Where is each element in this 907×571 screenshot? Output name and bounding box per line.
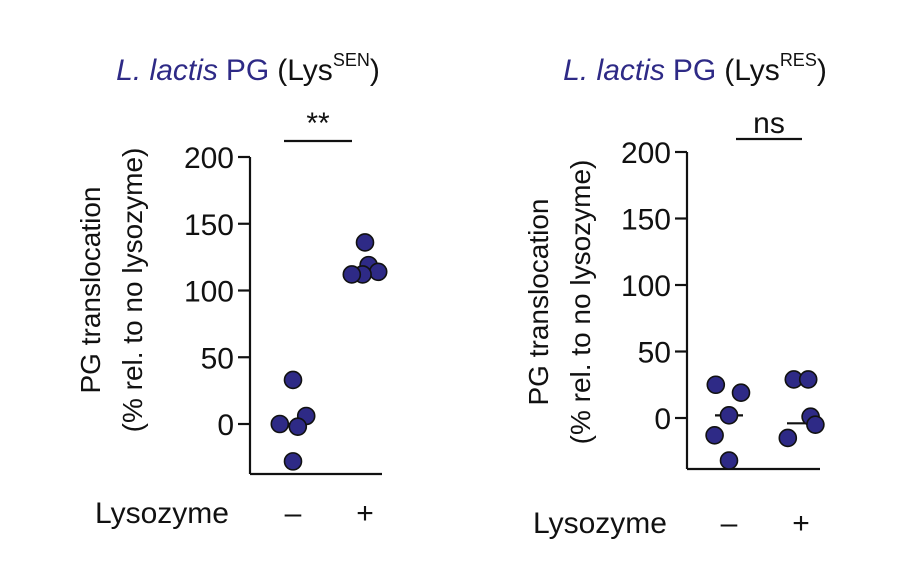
plot-area: 0 50 100 150 200 – + ** <box>184 107 388 530</box>
panel-resistant: L. lactis PG (LysRES) PG translocation (% … <box>523 50 827 540</box>
y-tick-label: 0 <box>217 409 234 442</box>
plot-area: 0 50 100 150 200 – + ns <box>621 107 825 540</box>
title-pg: PG <box>673 54 716 87</box>
x-tick-label: + <box>792 507 810 540</box>
data-point <box>706 375 726 395</box>
title-strain-suffix: ) <box>817 54 827 87</box>
x-axis-label: Lysozyme <box>533 507 667 540</box>
title-strain-sup: SEN <box>333 50 370 70</box>
y-tick-label: 150 <box>621 204 671 237</box>
title-organism: L. lactis <box>116 54 218 87</box>
data-point <box>368 262 388 282</box>
y-axis-label-line2: (% rel. to no lysozyme) <box>117 148 148 433</box>
data-point <box>283 452 303 471</box>
title-strain-suffix: ) <box>370 54 380 87</box>
y-tick-label: 50 <box>638 337 671 370</box>
y-tick-label: 100 <box>184 276 234 309</box>
title-organism: L. lactis <box>563 54 665 87</box>
x-axis-label: Lysozyme <box>95 497 229 530</box>
y-tick-label: 150 <box>184 209 234 242</box>
y-axis-label-line1: PG translocation <box>523 199 554 406</box>
y-tick-label: 0 <box>654 403 671 436</box>
data-point <box>270 414 290 434</box>
y-axis-label-line2: (% rel. to no lysozyme) <box>565 160 596 445</box>
data-point <box>342 265 362 284</box>
data-point <box>288 417 308 436</box>
y-tick-label: 200 <box>621 137 671 170</box>
x-tick-label: + <box>356 497 374 530</box>
title-strain-sup: RES <box>780 50 817 70</box>
chart-title: L. lactis PG (LysSEN) <box>116 50 380 87</box>
data-point <box>719 451 739 470</box>
chart-title: L. lactis PG (LysRES) <box>563 50 827 87</box>
y-tick-label: 50 <box>201 342 234 375</box>
title-strain-prefix: (Lys <box>724 54 780 87</box>
title-strain-prefix: (Lys <box>277 54 333 87</box>
data-point <box>355 233 375 252</box>
title-pg: PG <box>226 54 269 87</box>
y-tick-label: 200 <box>184 142 234 175</box>
y-axis-label-line1: PG translocation <box>75 187 106 394</box>
data-point <box>705 425 724 445</box>
significance-label: ns <box>753 107 785 140</box>
significance-label: ** <box>306 107 330 140</box>
data-point <box>806 415 825 434</box>
y-tick-label: 100 <box>621 270 671 303</box>
x-tick-label: – <box>285 497 302 530</box>
data-point <box>283 370 303 390</box>
data-point <box>778 428 798 448</box>
x-tick-label: – <box>721 507 738 540</box>
data-point <box>719 406 739 425</box>
data-point <box>731 383 751 403</box>
panel-sensitive: L. lactis PG (LysSEN) PG translocation (% … <box>75 50 388 530</box>
data-point <box>798 370 818 389</box>
